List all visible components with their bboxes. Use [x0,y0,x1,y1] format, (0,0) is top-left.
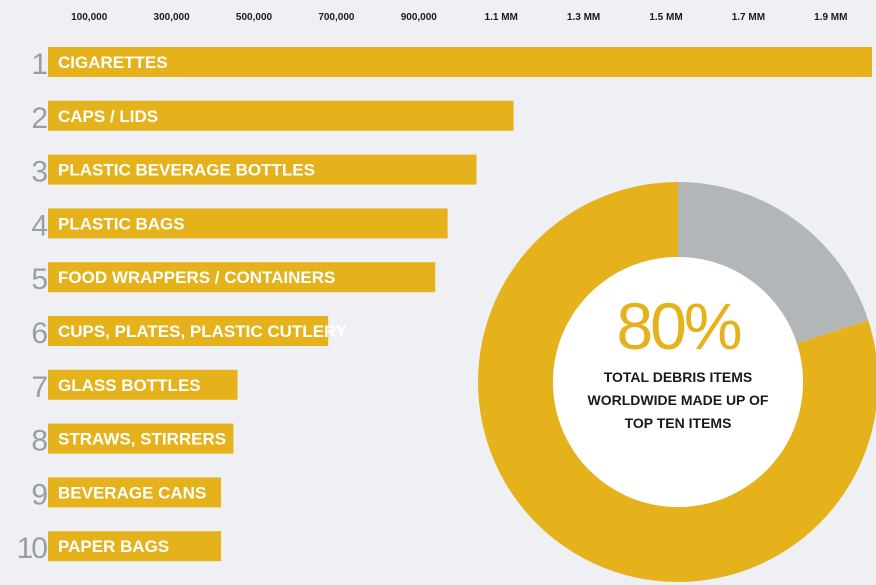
donut-caption-line: WORLDWIDE MADE UP OF [587,392,769,408]
bar-label: PAPER BAGS [58,537,169,556]
x-tick-label: 500,000 [236,12,273,23]
rank-number: 5 [31,263,47,296]
donut-caption: TOTAL DEBRIS ITEMS WORLDWIDE MADE UP OF … [553,366,803,435]
bar [48,208,448,239]
x-tick-label: 1.9 MM [814,12,847,23]
x-tick-label: 1.7 MM [732,12,765,23]
donut-center-text: 80% TOTAL DEBRIS ITEMS WORLDWIDE MADE UP… [553,290,803,435]
rank-number: 2 [31,102,47,135]
bar-label: FOOD WRAPPERS / CONTAINERS [58,268,335,287]
x-tick-label: 100,000 [71,12,108,23]
rank-number: 4 [31,209,47,242]
donut-slice-gray [678,182,869,344]
bar-label: PLASTIC BAGS [58,214,185,233]
donut-caption-line: TOP TEN ITEMS [624,415,732,431]
bar-label: GLASS BOTTLES [58,376,201,395]
bars: 1 CIGARETTES 2 CAPS / LIDS 3 PLASTIC BEVERAGE… [17,47,872,565]
x-tick-label: 1.1 MM [485,12,518,23]
x-tick-label: 1.3 MM [567,12,600,23]
x-tick-label: 900,000 [401,12,438,23]
donut-caption-line: TOTAL DEBRIS ITEMS [603,369,753,385]
rank-number: 8 [31,425,47,458]
bar [48,316,329,346]
bar [48,100,514,131]
donut-hole [553,257,803,507]
bar-label: PLASTIC BEVERAGE BOTTLES [58,161,315,180]
rank-number: 1 [31,48,47,81]
bar [48,477,222,508]
x-tick-label: 1.5 MM [649,12,682,23]
rank-number: 6 [31,317,47,350]
bar-label: BEVERAGE CANS [58,483,206,502]
bar [48,531,222,562]
bar [48,423,234,454]
bar-label: STRAWS, STIRRERS [58,430,226,449]
x-axis-ticks: 100,000 300,000 500,000 700,000 900,000 1.1 M… [71,12,847,23]
bar-label: CUPS, PLATES, PLASTIC CUTLERY [58,322,348,341]
bar-label: CIGARETTES [58,53,168,72]
x-tick-label: 300,000 [154,12,191,23]
x-tick-label: 700,000 [318,12,355,23]
bar-label: CAPS / LIDS [58,107,158,126]
rank-number: 9 [31,478,47,511]
rank-number: 10 [17,532,48,565]
donut-percentage: 80% [616,289,742,363]
bar [48,154,477,185]
rank-number: 7 [31,371,47,404]
bar [48,262,436,293]
bar [48,369,238,400]
donut-slice-gold [478,182,876,582]
rank-number: 3 [31,156,47,189]
bar [48,47,872,77]
